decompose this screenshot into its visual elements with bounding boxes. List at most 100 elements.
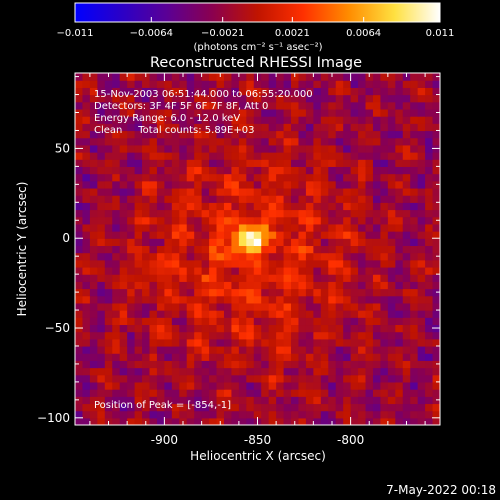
heatmap-cell: [372, 403, 382, 412]
heatmap-cell: [186, 116, 195, 124]
heatmap-cell: [372, 252, 382, 261]
heatmap-cell: [320, 281, 329, 290]
heatmap-cell: [298, 94, 307, 103]
heatmap-cell: [223, 281, 233, 290]
heatmap-cell: [261, 360, 270, 369]
heatmap-cell: [395, 173, 404, 182]
heatmap-cell: [179, 396, 188, 405]
heatmap-cell: [328, 410, 337, 419]
heatmap-cell: [216, 381, 225, 390]
heatmap-cell: [164, 302, 173, 311]
heatmap-cell: [171, 137, 180, 146]
heatmap-cell: [194, 195, 203, 203]
heatmap-cell: [209, 259, 218, 268]
heatmap-cell: [313, 73, 322, 81]
heatmap-cell: [112, 381, 121, 390]
heatmap-cell: [261, 223, 270, 232]
heatmap-cell: [350, 173, 359, 182]
heatmap-cell: [75, 317, 84, 326]
heatmap-cell: [149, 367, 158, 376]
heatmap-cell: [358, 130, 367, 139]
heatmap-cell: [335, 317, 344, 326]
heatmap-cell: [223, 94, 233, 103]
heatmap-cell: [216, 137, 225, 146]
heatmap-cell: [372, 137, 382, 146]
heatmap-cell: [402, 281, 411, 290]
heatmap-cell: [313, 360, 322, 369]
heatmap-cell: [112, 202, 121, 211]
heatmap-cell: [372, 417, 382, 425]
heatmap-cell: [380, 223, 389, 232]
heatmap-cell: [82, 130, 91, 139]
heatmap-cell: [104, 173, 113, 182]
heatmap-cell: [268, 202, 277, 211]
heatmap-cell: [432, 238, 440, 246]
heatmap-cell: [276, 137, 285, 146]
heatmap-cell: [209, 245, 218, 254]
heatmap-cell: [223, 381, 233, 390]
heatmap-cell: [320, 231, 329, 239]
heatmap-cell: [276, 389, 285, 397]
heatmap-cell: [253, 87, 262, 96]
heatmap-cell: [380, 209, 389, 218]
heatmap-cell: [89, 389, 98, 397]
heatmap-cell: [171, 288, 180, 297]
heatmap-cell: [119, 259, 128, 268]
heatmap-cell: [305, 216, 314, 225]
heatmap-cell: [209, 331, 218, 340]
heatmap-cell: [380, 410, 389, 419]
heatmap-cell: [372, 374, 382, 383]
heatmap-cell: [291, 403, 300, 412]
heatmap-cell: [402, 231, 411, 239]
heatmap-cell: [253, 94, 262, 103]
heatmap-cell: [134, 173, 143, 182]
heatmap-cell: [216, 288, 225, 297]
heatmap-cell: [261, 295, 270, 304]
heatmap-cell: [164, 345, 173, 354]
heatmap-cell: [425, 130, 434, 139]
heatmap-cell: [291, 324, 300, 333]
heatmap-cell: [313, 367, 322, 376]
heatmap-cell: [268, 281, 277, 290]
heatmap-cell: [268, 345, 277, 354]
heatmap-cell: [112, 374, 121, 383]
heatmap-cell: [425, 123, 434, 132]
heatmap-cell: [425, 216, 434, 225]
heatmap-cell: [335, 403, 344, 412]
heatmap-cell: [89, 173, 98, 182]
heatmap-cell: [350, 353, 359, 361]
heatmap-cell: [149, 295, 158, 304]
heatmap-cell: [350, 223, 359, 232]
heatmap-cell: [104, 116, 113, 124]
heatmap-cell: [283, 245, 292, 254]
heatmap-cell: [358, 302, 367, 311]
heatmap-cell: [223, 116, 233, 124]
heatmap-cell: [97, 144, 106, 153]
heatmap-cell: [246, 231, 255, 239]
heatmap-cell: [380, 266, 389, 275]
heatmap-cell: [305, 367, 314, 376]
heatmap-cell: [216, 374, 225, 383]
heatmap-cell: [343, 73, 352, 81]
heatmap-cell: [320, 216, 329, 225]
heatmap-cell: [231, 173, 240, 182]
heatmap-cell: [320, 374, 329, 383]
heatmap-cell: [231, 288, 240, 297]
heatmap-cell: [104, 324, 113, 333]
heatmap-cell: [209, 310, 218, 318]
heatmap-cell: [358, 137, 367, 146]
heatmap-cell: [238, 417, 247, 425]
heatmap-cell: [432, 195, 440, 203]
heatmap-cell: [104, 238, 113, 246]
heatmap-cell: [328, 101, 337, 110]
heatmap-cell: [276, 281, 285, 290]
heatmap-cell: [276, 245, 285, 254]
heatmap-cell: [223, 288, 233, 297]
x-tick-label: -850: [244, 433, 271, 447]
heatmap-cell: [164, 123, 173, 132]
heatmap-cell: [186, 187, 195, 196]
heatmap-cell: [358, 274, 367, 282]
heatmap-cell: [127, 410, 136, 419]
heatmap-cell: [156, 288, 165, 297]
heatmap-cell: [156, 238, 165, 246]
